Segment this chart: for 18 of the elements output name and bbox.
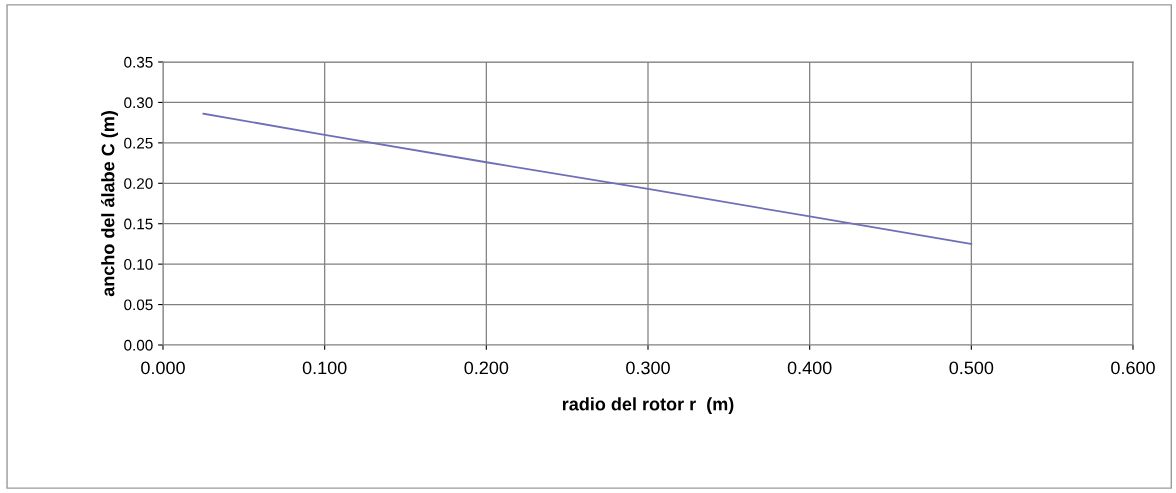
x-tick-label: 0.400 — [787, 361, 832, 375]
y-tick-label: 0.25 — [124, 137, 153, 149]
x-tick-label: 0.600 — [1111, 361, 1155, 375]
y-tick-label: 0.20 — [124, 178, 153, 189]
y-axis-title: ancho del álabe C (m) — [101, 111, 118, 297]
y-tick-label: 0.15 — [124, 218, 153, 230]
x-tick-label: 0.500 — [949, 361, 994, 375]
x-tick-label: 0.300 — [626, 361, 670, 375]
y-tick-label: 0.35 — [124, 56, 153, 68]
y-tick-label: 0.10 — [124, 259, 153, 270]
line-series — [202, 112, 973, 245]
x-tick-label: 0.200 — [464, 361, 509, 375]
y-tick-label: 0.00 — [124, 339, 153, 351]
x-tick-label: 0.100 — [302, 361, 347, 375]
x-axis-title: radio del rotor r (m) — [562, 397, 734, 415]
x-tick-label: 0.000 — [141, 361, 185, 375]
y-tick-label: 0.05 — [124, 299, 153, 311]
y-tick-label: 0.30 — [124, 97, 153, 109]
